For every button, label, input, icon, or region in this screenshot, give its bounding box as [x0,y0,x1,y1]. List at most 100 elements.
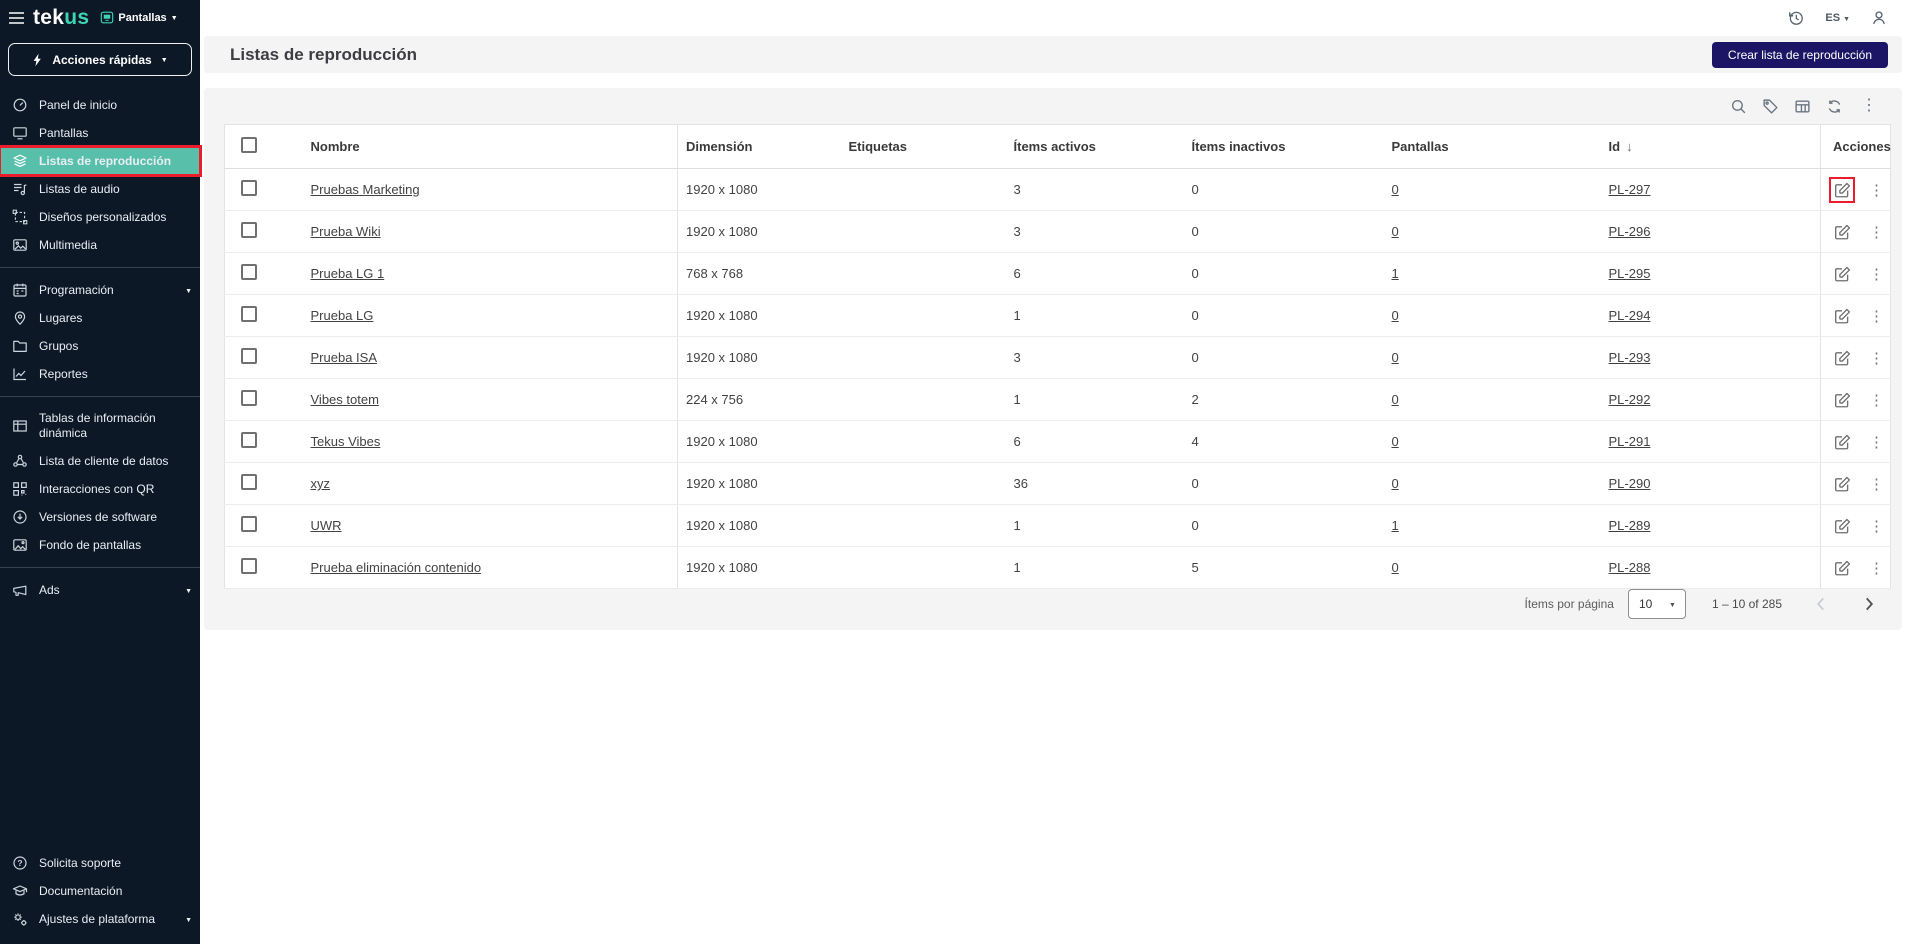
column-header-pantallas[interactable]: Pantallas [1383,124,1601,169]
row-checkbox[interactable] [241,390,257,406]
sidebar-item-ads[interactable]: Ads ▼ [0,576,200,604]
refresh-icon[interactable] [1826,98,1843,115]
column-header-id[interactable]: Id ↓ [1600,124,1821,169]
user-icon[interactable] [1870,9,1888,27]
playlist-name-link[interactable]: Pruebas Marketing [310,182,420,197]
row-checkbox[interactable] [241,180,257,196]
playlist-id-link[interactable]: PL-291 [1608,434,1651,449]
column-header-dimension[interactable]: Dimensión [677,124,841,169]
playlist-name-link[interactable]: Vibes totem [310,392,379,407]
sidebar-item-fondo-pantallas[interactable]: Fondo de pantallas [0,531,200,559]
sidebar-item-versiones-software[interactable]: Versiones de software [0,503,200,531]
row-kebab-menu-icon[interactable]: ⋮ [1869,517,1884,535]
sidebar-item-multimedia[interactable]: Multimedia [0,231,200,259]
playlist-id-link[interactable]: PL-295 [1608,266,1651,281]
screens-count-link[interactable]: 1 [1391,266,1399,281]
screens-count-link[interactable]: 0 [1391,182,1399,197]
sidebar-item-lista-cliente-datos[interactable]: Lista de cliente de datos [0,447,200,475]
edit-icon[interactable] [1833,517,1851,535]
row-checkbox[interactable] [241,264,257,280]
screens-count-link[interactable]: 0 [1391,560,1399,575]
edit-icon[interactable] [1833,433,1851,451]
row-kebab-menu-icon[interactable]: ⋮ [1869,307,1884,325]
screens-count-link[interactable]: 0 [1391,476,1399,491]
playlist-name-link[interactable]: Tekus Vibes [310,434,381,449]
previous-page-icon[interactable] [1812,595,1830,613]
sidebar-item-interacciones-qr[interactable]: Interacciones con QR [0,475,200,503]
edit-icon[interactable] [1833,559,1851,577]
column-header-items-inactivos[interactable]: Ítems inactivos [1183,124,1384,169]
row-checkbox[interactable] [241,558,257,574]
language-selector[interactable]: ES ▼ [1825,12,1850,24]
screens-count-link[interactable]: 1 [1391,518,1399,533]
playlist-name-link[interactable]: xyz [310,476,331,491]
edit-icon[interactable] [1833,307,1851,325]
history-icon[interactable] [1787,9,1805,27]
column-header-etiquetas[interactable]: Etiquetas [840,124,1006,169]
playlist-id-link[interactable]: PL-289 [1608,518,1651,533]
row-checkbox[interactable] [241,222,257,238]
playlist-id-link[interactable]: PL-297 [1608,182,1651,197]
row-checkbox[interactable] [241,516,257,532]
row-kebab-menu-icon[interactable]: ⋮ [1869,391,1884,409]
row-kebab-menu-icon[interactable]: ⋮ [1869,181,1884,199]
hamburger-menu-icon[interactable] [9,11,24,24]
sidebar-item-lugares[interactable]: Lugares [0,304,200,332]
playlist-name-link[interactable]: Prueba ISA [310,350,378,365]
sidebar-item-solicita-soporte[interactable]: ? Solicita soporte [0,849,200,877]
tag-icon[interactable] [1762,98,1779,115]
workspace-selector[interactable]: Pantallas ▼ [100,11,178,24]
playlist-id-link[interactable]: PL-288 [1608,560,1651,575]
row-kebab-menu-icon[interactable]: ⋮ [1869,223,1884,241]
sidebar-item-panel-de-inicio[interactable]: Panel de inicio [0,91,200,119]
row-checkbox[interactable] [241,432,257,448]
playlist-name-link[interactable]: Prueba eliminación contenido [310,560,482,575]
playlist-id-link[interactable]: PL-292 [1608,392,1651,407]
search-icon[interactable] [1730,98,1747,115]
quick-actions-button[interactable]: Acciones rápidas ▼ [8,43,192,76]
screens-count-link[interactable]: 0 [1391,350,1399,365]
sidebar-item-listas-de-audio[interactable]: Listas de audio [0,175,200,203]
sidebar-item-reportes[interactable]: Reportes [0,360,200,388]
kebab-menu-icon[interactable]: ⋮ [1861,97,1877,114]
row-kebab-menu-icon[interactable]: ⋮ [1869,475,1884,493]
edit-icon[interactable] [1833,475,1851,493]
playlist-id-link[interactable]: PL-294 [1608,308,1651,323]
playlist-id-link[interactable]: PL-290 [1608,476,1651,491]
sidebar-item-ajustes-plataforma[interactable]: Ajustes de plataforma ▼ [0,905,200,933]
select-all-checkbox[interactable] [241,137,257,153]
edit-icon[interactable] [1833,265,1851,283]
sidebar-item-documentacion[interactable]: Documentación [0,877,200,905]
playlist-name-link[interactable]: Prueba LG [310,308,374,323]
playlist-name-link[interactable]: Prueba Wiki [310,224,381,239]
column-header-items-activos[interactable]: Ítems activos [1005,124,1184,169]
row-kebab-menu-icon[interactable]: ⋮ [1869,349,1884,367]
create-playlist-button[interactable]: Crear lista de reproducción [1711,42,1888,68]
column-header-nombre[interactable]: Nombre [290,124,678,169]
edit-icon[interactable] [1833,349,1851,367]
playlist-name-link[interactable]: Prueba LG 1 [310,266,385,281]
sidebar-item-tablas-informacion-dinamica[interactable]: Tablas de información dinámica [0,405,200,447]
sidebar-item-listas-de-reproduccion[interactable]: Listas de reproducción [0,145,202,177]
row-kebab-menu-icon[interactable]: ⋮ [1869,559,1884,577]
sidebar-item-programacion[interactable]: Programación ▼ [0,276,200,304]
sidebar-item-grupos[interactable]: Grupos [0,332,200,360]
screens-count-link[interactable]: 0 [1391,224,1399,239]
screens-count-link[interactable]: 0 [1391,308,1399,323]
page-size-select[interactable]: 10 ▼ [1627,589,1686,619]
sidebar-item-pantallas[interactable]: Pantallas [0,119,200,147]
table-icon[interactable] [1794,98,1811,115]
edit-icon[interactable] [1829,176,1855,203]
row-checkbox[interactable] [241,474,257,490]
edit-icon[interactable] [1833,223,1851,241]
edit-icon[interactable] [1833,391,1851,409]
screens-count-link[interactable]: 0 [1391,434,1399,449]
sidebar-item-disenos-personalizados[interactable]: Diseños personalizados [0,203,200,231]
playlist-id-link[interactable]: PL-296 [1608,224,1651,239]
next-page-icon[interactable] [1860,595,1878,613]
row-kebab-menu-icon[interactable]: ⋮ [1869,433,1884,451]
row-kebab-menu-icon[interactable]: ⋮ [1869,265,1884,283]
row-checkbox[interactable] [241,348,257,364]
playlist-name-link[interactable]: UWR [310,518,342,533]
screens-count-link[interactable]: 0 [1391,392,1399,407]
